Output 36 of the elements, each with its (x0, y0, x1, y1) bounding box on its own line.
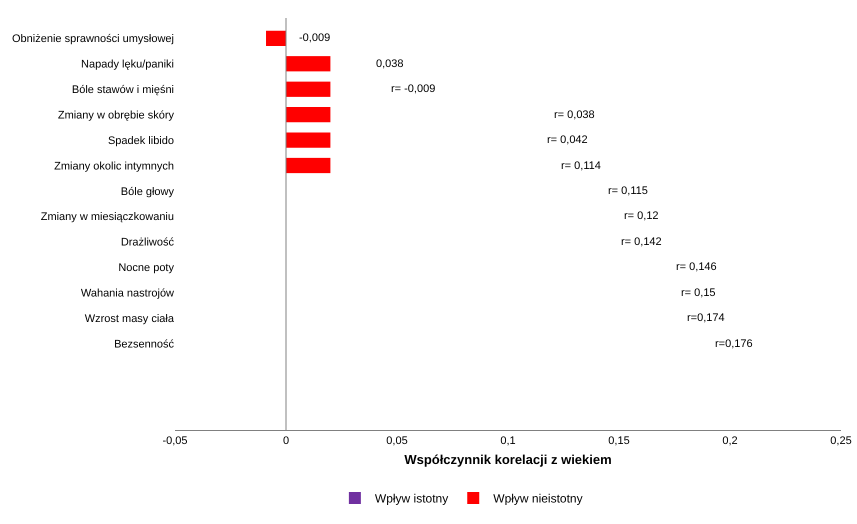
annotation: r= 0,12 (624, 210, 659, 222)
y-tick-label: Obniżenie sprawności umysłowej (12, 33, 174, 46)
y-tick-label: Wzrost masy ciała (84, 312, 175, 325)
y-tick-label: Zmiany okolic intymnych (54, 160, 174, 172)
annotation: r=0,176 (715, 338, 753, 350)
annotation: 0,038 (376, 58, 404, 70)
y-tick-label: Zmiany w miesiączkowaniu (40, 211, 174, 224)
x-tick-label: -0,05 (162, 435, 188, 448)
x-tick-label: 0,2 (722, 435, 738, 448)
x-axis-title: Współczynnik korelacji z wiekiem (404, 452, 612, 467)
y-tick-label: Drażliwość (120, 236, 174, 249)
y-tick-label: Wahania nastrojów (80, 288, 174, 300)
y-tick-label: Nocne poty (118, 262, 174, 274)
x-tick-label: 0,05 (386, 435, 408, 448)
annotation: r= -0,009 (391, 83, 436, 95)
y-tick-label: Zmiany w obrębie skóry (58, 109, 174, 122)
y-tick-label: Napady lęku/paniki (81, 58, 174, 71)
annotation: r= 0,115 (608, 185, 648, 197)
x-tick-label: 0,1 (500, 435, 516, 448)
annotation: r= 0,15 (681, 287, 716, 299)
annotation: r= 0,038 (554, 109, 595, 121)
x-tick-label: 0,15 (608, 435, 630, 448)
y-tick-label: Spadek libido (108, 134, 174, 147)
y-tick-label: Bezsenność (114, 338, 174, 350)
annotation: r=0,174 (687, 312, 725, 324)
y-tick-label: Bóle głowy (120, 186, 174, 198)
legend-label: Wpływ nieistotny (493, 492, 583, 506)
x-tick-label: 0,25 (830, 435, 852, 448)
annotation: -0,009 (299, 32, 330, 44)
annotation: r= 0,142 (621, 236, 662, 248)
annotation: r= 0,042 (547, 134, 588, 146)
x-tick-label: 0 (282, 435, 290, 448)
y-tick-label: Bóle stawów i mięśni (72, 84, 174, 96)
annotation: r= 0,146 (676, 261, 717, 273)
legend-label: Wpływ istotny (374, 492, 448, 506)
annotation: r= 0,114 (561, 160, 601, 172)
